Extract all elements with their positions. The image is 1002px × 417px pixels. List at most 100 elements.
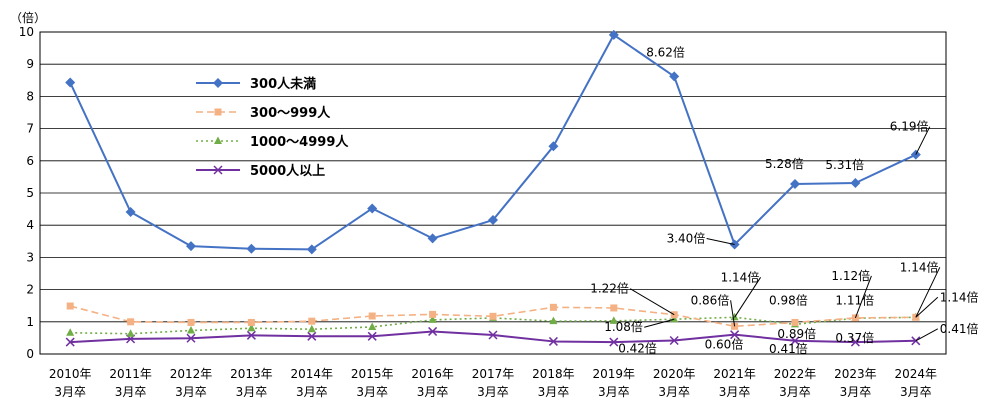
legend-marker xyxy=(213,78,223,88)
y-tick-label: 1 xyxy=(26,315,34,329)
data-point xyxy=(367,331,377,341)
data-point xyxy=(669,71,680,82)
x-tick-year: 2021年 xyxy=(713,367,756,381)
data-point xyxy=(368,322,377,330)
data-point xyxy=(548,336,558,346)
x-tick-year: 2020年 xyxy=(653,367,696,381)
data-label: 1.14倍 xyxy=(900,259,939,274)
data-point xyxy=(247,323,256,332)
data-label: 5.31倍 xyxy=(825,157,864,172)
legend-marker xyxy=(214,108,222,116)
gridlines xyxy=(40,63,946,323)
y-tick-label: 8 xyxy=(26,89,34,103)
legend-label: 1000～4999人 xyxy=(250,134,349,150)
x-tick-year: 2015年 xyxy=(351,367,394,381)
data-point xyxy=(427,233,438,244)
y-tick-label: 6 xyxy=(26,154,34,168)
y-tick-label: 3 xyxy=(26,250,34,264)
x-tick-month: 3月卒 xyxy=(477,385,509,399)
annotation-leader xyxy=(734,277,762,318)
data-point xyxy=(549,316,558,325)
annotation-leader xyxy=(915,328,939,342)
data-label: 0.42倍 xyxy=(618,340,657,355)
y-tick-label: 2 xyxy=(26,283,34,297)
data-label: 8.62倍 xyxy=(646,44,685,59)
data-point xyxy=(247,318,255,326)
x-tick-year: 2012年 xyxy=(170,367,213,381)
data-point xyxy=(186,333,196,343)
series-line xyxy=(69,305,916,328)
x-tick-year: 2018年 xyxy=(532,367,575,381)
legend: 300人未満 300～999人 1000～4999人 5000人以上 xyxy=(196,76,349,179)
data-label: 1.11倍 xyxy=(835,292,874,307)
data-point xyxy=(187,325,195,334)
data-point xyxy=(65,77,76,88)
data-point xyxy=(791,318,799,326)
data-label: 1.22倍 xyxy=(590,281,629,296)
data-point xyxy=(429,310,437,318)
series-group xyxy=(65,29,921,347)
data-point xyxy=(548,141,559,152)
data-point xyxy=(307,324,316,333)
data-point xyxy=(246,330,256,340)
y-axis-unit-label: （倍） xyxy=(10,10,46,25)
annotation-leader xyxy=(854,275,872,319)
data-label: 3.40倍 xyxy=(667,231,706,246)
x-tick-month: 3月卒 xyxy=(598,385,630,399)
x-tick-year: 2014年 xyxy=(291,367,334,381)
legend-marker xyxy=(214,136,222,144)
data-point xyxy=(730,330,740,340)
data-point xyxy=(790,336,800,346)
y-tick-label: 9 xyxy=(26,57,34,71)
data-label: 1.08倍 xyxy=(604,319,643,334)
data-point xyxy=(127,318,135,326)
legend-label: 300～999人 xyxy=(250,105,331,121)
data-point xyxy=(790,178,800,189)
y-tick-label: 0 xyxy=(26,347,34,361)
data-point xyxy=(428,326,438,336)
data-point xyxy=(308,317,316,325)
data-point xyxy=(126,329,135,337)
data-point xyxy=(669,335,679,346)
data-label: 1.12倍 xyxy=(831,268,870,283)
annotation-leader xyxy=(629,288,675,316)
x-tick-month: 3月卒 xyxy=(719,385,751,399)
y-tick-label: 5 xyxy=(26,186,34,200)
legend-label: 5000人以上 xyxy=(250,163,325,179)
y-tick-label: 7 xyxy=(26,122,34,136)
x-tick-month: 3月卒 xyxy=(900,385,932,399)
annotation-leader xyxy=(644,318,675,328)
annotation-leader xyxy=(730,300,736,327)
x-tick-month: 3月卒 xyxy=(538,385,570,399)
x-tick-month: 3月卒 xyxy=(296,385,328,399)
data-point xyxy=(850,178,861,189)
x-tick-month: 3月卒 xyxy=(840,385,872,399)
data-point xyxy=(488,215,498,226)
data-point xyxy=(670,314,679,323)
data-label: 6.19倍 xyxy=(890,119,929,134)
x-tick-year: 2013年 xyxy=(230,367,273,381)
data-label: 5.28倍 xyxy=(765,156,804,171)
legend-label: 300人未満 xyxy=(250,76,316,92)
data-point xyxy=(488,330,498,340)
x-axis-ticks: 2010年 3月卒 2011年 3月卒 2012年 3月卒 2013年 3月卒 2014年 3月卒… xyxy=(49,367,937,399)
x-tick-month: 3月卒 xyxy=(658,385,690,399)
legend-marker xyxy=(213,165,223,175)
data-point xyxy=(66,328,75,336)
x-tick-year: 2022年 xyxy=(774,367,817,381)
series-line xyxy=(70,316,916,335)
x-tick-year: 2011年 xyxy=(109,367,152,381)
data-point xyxy=(187,318,195,326)
x-tick-month: 3月卒 xyxy=(175,385,207,399)
data-point xyxy=(549,303,557,311)
x-tick-month: 3月卒 xyxy=(236,385,268,399)
data-point xyxy=(608,29,619,40)
data-label: 0.41倍 xyxy=(769,341,808,356)
x-tick-year: 2017年 xyxy=(472,367,515,381)
data-label: 0.86倍 xyxy=(691,292,730,307)
data-label: 1.14倍 xyxy=(940,289,979,304)
y-tick-label: 4 xyxy=(26,218,34,232)
annotation-leader xyxy=(915,267,941,318)
x-tick-year: 2024年 xyxy=(895,367,938,381)
annotation-leader xyxy=(915,126,931,155)
